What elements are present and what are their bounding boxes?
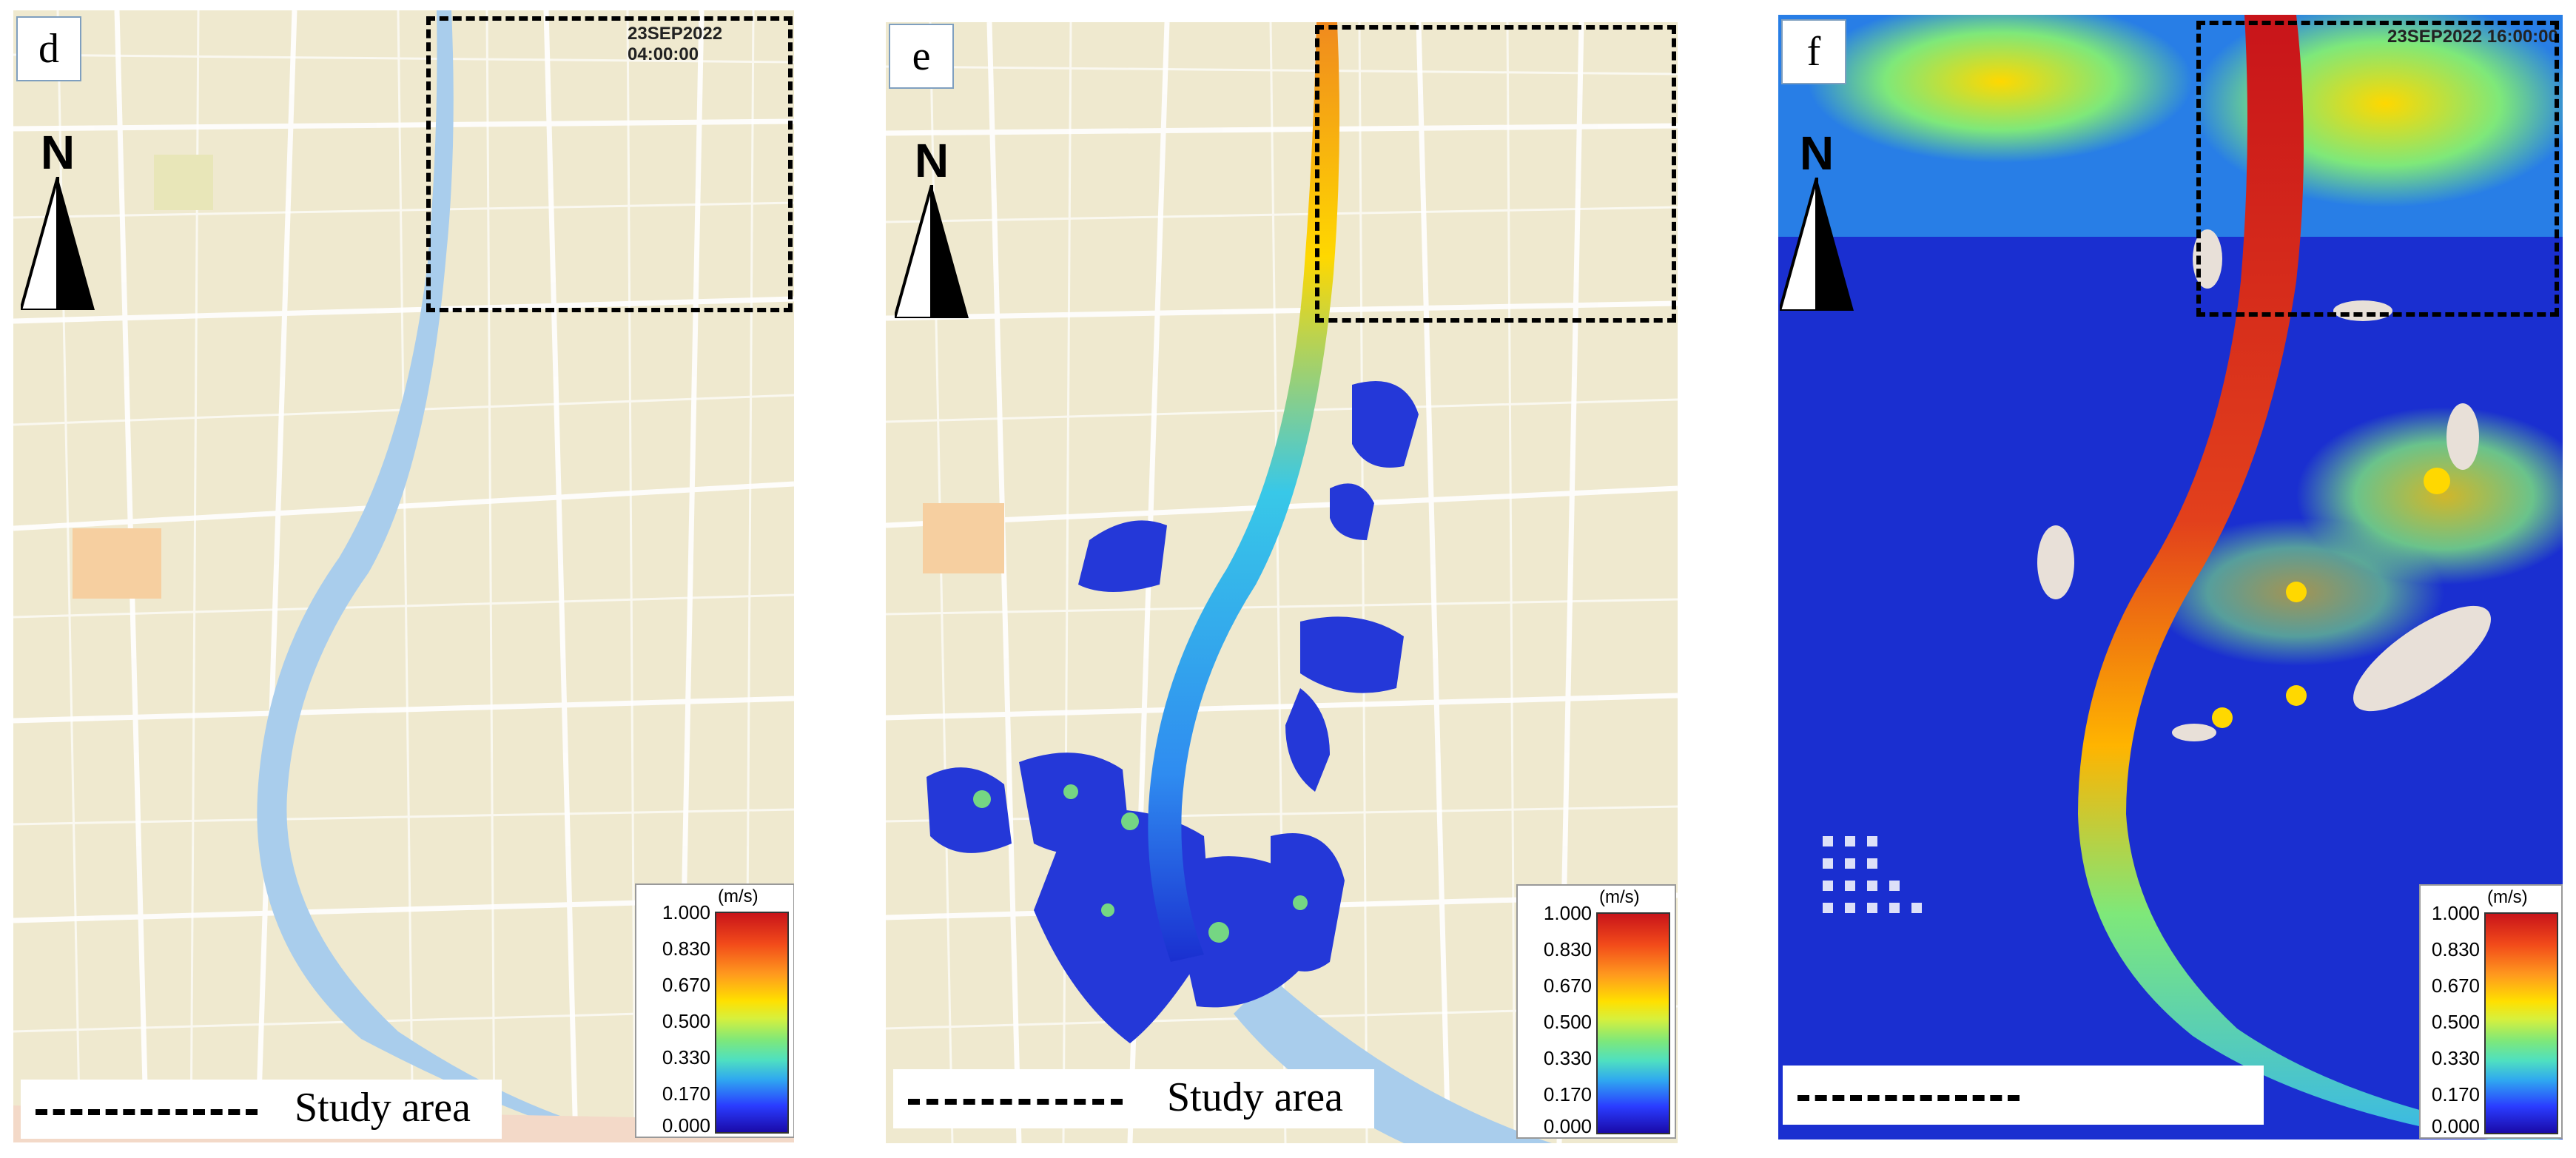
map-base-d xyxy=(13,10,794,1142)
panel-label: d xyxy=(16,16,81,81)
north-arrow: N xyxy=(1780,126,1854,311)
study-area-box xyxy=(2196,21,2559,317)
colorbar-gradient xyxy=(715,912,789,1134)
colorbar-tick: 0.670 xyxy=(662,974,710,996)
velocity-colorbar: (m/s) 1.000 0.830 0.670 0.500 0.330 0.17… xyxy=(635,883,794,1138)
panel-e: e N Study area (m/s) 1.000 0.830 0.670 0… xyxy=(886,22,1678,1143)
study-area-legend: Study area xyxy=(893,1069,1374,1128)
map-base-e xyxy=(886,22,1678,1143)
colorbar-gradient xyxy=(1596,912,1670,1134)
colorbar-tick: 1.000 xyxy=(662,901,710,923)
study-area-legend-line xyxy=(36,1109,258,1115)
colorbar-tick: 0.170 xyxy=(2431,1083,2480,1105)
study-area-legend-text: Study area xyxy=(2049,1071,2225,1117)
colorbar-tick: 0.170 xyxy=(1543,1083,1592,1105)
colorbar-tick: 0.000 xyxy=(2431,1115,2480,1137)
panel-label: f xyxy=(1781,19,1846,84)
colorbar-tick: 0.830 xyxy=(2431,938,2480,960)
colorbar-unit: (m/s) xyxy=(718,886,759,906)
north-letter: N xyxy=(914,134,949,187)
colorbar-tick: 0.670 xyxy=(1543,974,1592,997)
north-arrow-icon xyxy=(1780,178,1854,311)
timestamp: 23SEP2022 04:00:00 xyxy=(628,24,723,64)
colorbar-tick: 0.500 xyxy=(662,1010,710,1032)
study-area-legend-line xyxy=(908,1099,1123,1105)
colorbar-unit: (m/s) xyxy=(1599,887,1640,907)
colorbar-tick: 1.000 xyxy=(1543,902,1592,924)
colorbar-tick: 0.670 xyxy=(2431,974,2480,997)
north-arrow-icon xyxy=(895,185,969,318)
north-letter: N xyxy=(40,126,75,179)
colorbar-unit: (m/s) xyxy=(2487,887,2528,907)
north-letter: N xyxy=(1799,127,1835,180)
study-area-box xyxy=(426,16,793,312)
colorbar-tick: 0.000 xyxy=(662,1114,710,1137)
study-area-legend-text: Study area xyxy=(295,1085,471,1131)
study-area-legend: Study area xyxy=(1783,1066,2264,1125)
colorbar-tick: 0.330 xyxy=(662,1046,710,1068)
colorbar-tick: 0.170 xyxy=(662,1083,710,1105)
north-arrow: N xyxy=(21,125,95,310)
colorbar-tick: 0.830 xyxy=(662,937,710,960)
colorbar-tick: 0.830 xyxy=(1543,938,1592,960)
colorbar-tick: 0.500 xyxy=(1543,1011,1592,1033)
colorbar-tick: 0.000 xyxy=(1543,1115,1592,1137)
colorbar-tick: 1.000 xyxy=(2431,902,2480,924)
velocity-colorbar: (m/s) 1.000 0.830 0.670 0.500 0.330 0.17… xyxy=(2419,884,2563,1139)
study-area-legend-line xyxy=(1798,1095,2020,1101)
colorbar-tick: 0.500 xyxy=(2431,1011,2480,1033)
panel-f: f 23SEP2022 16:00:00 N Study area (m/s) … xyxy=(1778,15,2563,1140)
colorbar-tick: 0.330 xyxy=(2431,1047,2480,1069)
colorbar-gradient xyxy=(2484,912,2558,1134)
timestamp: 23SEP2022 16:00:00 xyxy=(2387,27,2558,47)
panel-label: e xyxy=(889,24,954,89)
north-arrow: N xyxy=(895,133,969,318)
velocity-colorbar: (m/s) 1.000 0.830 0.670 0.500 0.330 0.17… xyxy=(1516,884,1676,1139)
study-area-box xyxy=(1315,25,1676,323)
north-arrow-icon xyxy=(21,177,95,310)
study-area-legend: Study area xyxy=(21,1080,502,1139)
study-area-legend-text: Study area xyxy=(1167,1074,1343,1120)
colorbar-tick: 0.330 xyxy=(1543,1047,1592,1069)
panel-d: d 23SEP2022 04:00:00 N Study area (m/s) … xyxy=(13,10,794,1142)
